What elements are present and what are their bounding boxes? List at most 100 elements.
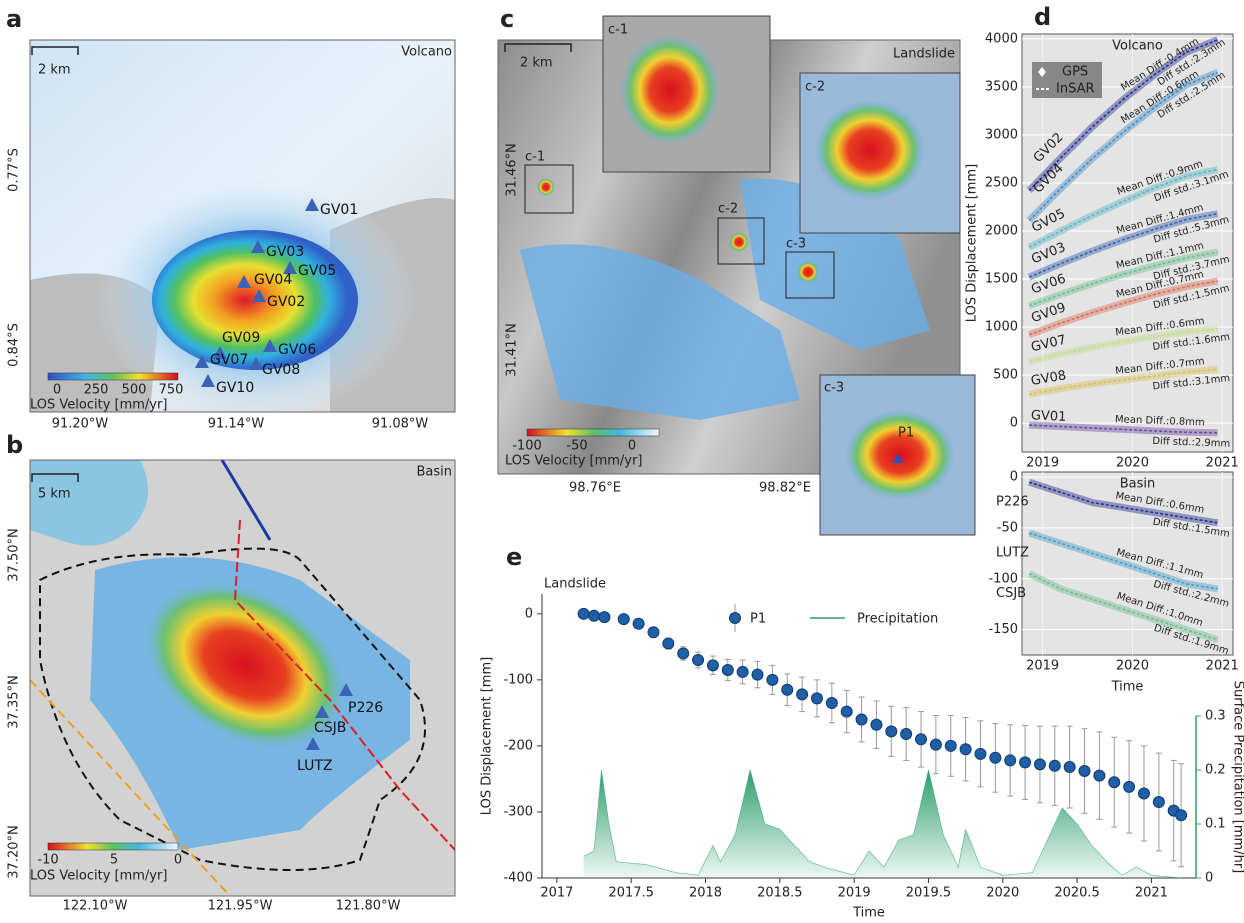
data-point: [1108, 776, 1121, 789]
y-tick-label: 1000: [985, 320, 1018, 335]
station-marker: [315, 705, 329, 718]
lat-label: 0.84°S: [7, 323, 22, 367]
data-point: [1004, 754, 1017, 767]
inset-box: [785, 251, 835, 299]
fault-line: [29, 679, 231, 897]
series-label: GV08: [1030, 368, 1068, 389]
data-point: [900, 728, 913, 741]
y-axis-label: LOS Displacement [mm]: [480, 657, 495, 815]
station-marker: [251, 240, 265, 253]
lon-label: 91.08°W: [372, 417, 429, 432]
station-label: GV04: [254, 272, 292, 288]
data-point: [1152, 796, 1165, 809]
precipitation-area: [583, 770, 1182, 878]
x-tick-label: 2020: [1116, 456, 1149, 471]
data-point: [1019, 756, 1032, 769]
diff-std: Diff std.:2.9mm: [1152, 436, 1230, 450]
plot-area: [1021, 33, 1234, 453]
y2-tick-label: 0.3: [1205, 709, 1226, 724]
station-label: GV05: [298, 263, 336, 279]
scale-label: 5 km: [38, 487, 71, 502]
gps-line: [1028, 532, 1218, 590]
colorbar-label: LOS Velocity [mm/yr]: [30, 869, 167, 884]
colorbar-tick: 0: [628, 439, 636, 454]
station-label: GV02: [267, 294, 305, 310]
gps-line: [1028, 481, 1218, 524]
y-tick-label: -150: [988, 622, 1018, 637]
lat-label: 37.35°N: [7, 675, 22, 728]
lon-label: 98.76°E: [569, 481, 621, 496]
series-label: CSJB: [996, 586, 1026, 601]
y-axis-label: LOS Displacement [mm]: [965, 164, 980, 322]
station-marker: [305, 198, 319, 211]
x-tick-label: 2021: [1206, 456, 1239, 471]
panel-c: c Landslide 2 km 31.46°N 31.41°N 98.76°E…: [497, 5, 976, 536]
data-point: [577, 607, 590, 620]
map-frame: [29, 459, 456, 897]
x-tick-label: 2017: [540, 886, 573, 901]
data-point: [855, 713, 868, 726]
data-point: [915, 733, 928, 746]
station-marker: [283, 261, 297, 274]
lat-label: 31.46°N: [505, 143, 520, 196]
panel-label: e: [506, 543, 522, 571]
lat-label: 0.77°S: [7, 148, 22, 192]
legend-label: Precipitation: [857, 612, 938, 627]
y-tick-label: -300: [503, 804, 533, 819]
colorbar-label: LOS Velocity [mm/yr]: [30, 398, 167, 413]
scale-label: 2 km: [520, 56, 553, 71]
station-marker: [213, 346, 227, 359]
data-point: [1033, 758, 1046, 771]
data-point: [736, 665, 749, 678]
station-label: P226: [348, 700, 383, 716]
y-tick-label: -100: [503, 672, 533, 687]
y2-tick-label: 0.1: [1205, 817, 1226, 832]
velocity-blob: [815, 100, 925, 200]
y-tick-label: -50: [997, 520, 1018, 535]
inset-label: c-1: [608, 23, 628, 38]
station-marker: [263, 339, 277, 352]
x-tick-label: 2018: [689, 886, 722, 901]
data-point: [766, 673, 779, 686]
gps-line: [1028, 39, 1218, 192]
y-tick-label: 2000: [985, 223, 1018, 238]
station-label: GV01: [320, 202, 358, 218]
data-point: [989, 751, 1002, 764]
y2-axis-label: Surface Precipitation [mm/hr]: [1231, 681, 1244, 873]
data-point: [825, 696, 838, 709]
data-point: [840, 705, 853, 718]
mean-diff: Mean Diff.:0.8mm: [1115, 414, 1205, 428]
colorbar: [526, 428, 660, 437]
data-point: [810, 692, 823, 705]
colorbar: [47, 372, 179, 381]
data-point: [781, 683, 794, 696]
data-point: [1137, 787, 1150, 800]
inset-label: c-3: [824, 381, 844, 396]
y-tick-label: -100: [988, 571, 1018, 586]
x-tick-label: 2017.5: [608, 886, 654, 901]
y-tick-label: 0: [1010, 470, 1018, 485]
y-tick-label: 3000: [985, 127, 1018, 142]
colorbar-tick: -10: [37, 853, 58, 868]
station-label: LUTZ: [297, 758, 333, 774]
colorbar-label: LOS Velocity [mm/yr]: [505, 454, 642, 469]
y-tick-label: 4000: [985, 31, 1018, 46]
map-title: Basin: [416, 465, 452, 480]
y-tick-label: 3500: [985, 79, 1018, 94]
panel-label: a: [6, 5, 22, 33]
inset-label: c-2: [805, 80, 825, 95]
data-point: [692, 654, 705, 667]
box-label: c-1: [525, 150, 545, 165]
x-tick-label: 2020: [1116, 659, 1149, 674]
inset-box: [717, 217, 765, 265]
station-label: GV08: [262, 362, 300, 378]
station-label: GV03: [266, 244, 304, 260]
y-tick-label: 0: [1010, 416, 1018, 431]
data-point: [598, 611, 611, 624]
gps-line: [1028, 572, 1218, 641]
scale-label: 2 km: [38, 63, 71, 78]
map-title: Landslide: [893, 47, 955, 62]
data-point: [632, 617, 645, 630]
data-point: [944, 739, 957, 752]
lat-label: 37.50°N: [7, 528, 22, 581]
